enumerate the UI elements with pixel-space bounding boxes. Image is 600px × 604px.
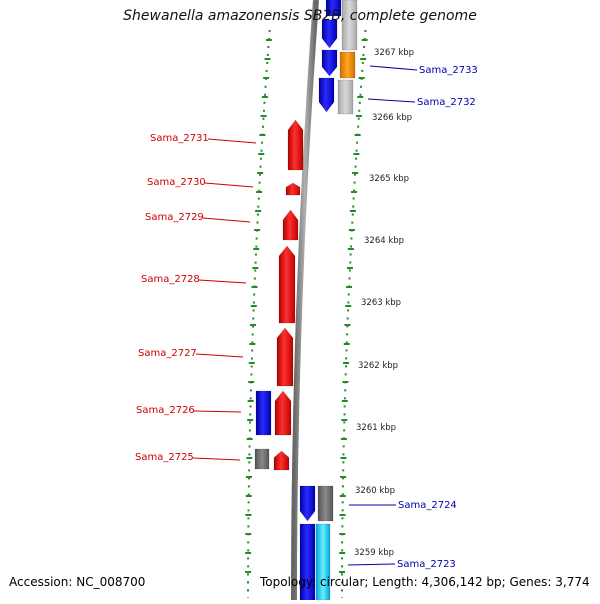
gene-label-right[interactable]: Sama_2723 <box>397 559 456 570</box>
scale-tick-label: 3261 kbp <box>356 423 396 433</box>
scale-tick-label: 3263 kbp <box>361 298 401 308</box>
label-leader-line <box>207 138 257 144</box>
gene-label-right[interactable]: Sama_2733 <box>419 65 478 76</box>
gene-sama-2728 <box>278 245 296 324</box>
gene-label-left[interactable]: Sama_2727 <box>138 348 197 359</box>
label-leader-line <box>369 65 418 71</box>
scale-tick-label: 3266 kbp <box>372 113 412 123</box>
gene-label-left[interactable]: Sama_2725 <box>135 452 194 463</box>
gene-label-left[interactable]: Sama_2726 <box>136 405 195 416</box>
accession-label: Accession: NC_008700 <box>9 575 146 589</box>
gene-sama-2731 <box>287 119 304 171</box>
gene-sama-2732 <box>337 79 354 115</box>
outer-ring <box>341 29 367 598</box>
gene-sama-2725-red <box>273 450 290 471</box>
label-layer: 3267 kbp 3266 kbp 3265 kbp 3264 kbp 3263 kbp… <box>135 48 478 570</box>
gene-sama-2730 <box>285 182 301 196</box>
label-leader-line <box>195 353 244 358</box>
gene-layer <box>254 0 358 601</box>
label-leader-line <box>202 217 251 223</box>
gene-top-light-1 <box>341 0 358 51</box>
gene-top-blue-4 <box>318 77 335 113</box>
genome-title: Shewanella amazonensis SB2B, complete ge… <box>123 8 477 24</box>
gene-bottom-gray <box>317 485 334 522</box>
gene-top-blue-2 <box>321 19 338 49</box>
scale-tick-label: 3260 kbp <box>355 486 395 496</box>
gene-sama-2726 <box>255 390 272 436</box>
label-leader-line <box>198 279 247 284</box>
gene-top-blue-3 <box>321 49 338 77</box>
gene-sama-2727 <box>276 327 294 387</box>
gene-top-blue-1 <box>325 0 342 17</box>
gene-label-left[interactable]: Sama_2731 <box>150 133 209 144</box>
gene-sama-2733 <box>339 51 356 79</box>
topology-label: Topology: circular; Length: 4,306,142 bp… <box>260 575 590 589</box>
scale-tick-label: 3267 kbp <box>374 48 414 58</box>
label-leader-line <box>192 457 241 461</box>
label-leader-line <box>204 182 254 188</box>
gene-sama-2729 <box>282 209 299 241</box>
gene-label-right[interactable]: Sama_2724 <box>398 500 457 511</box>
tick-layer <box>245 29 368 598</box>
label-leader-line <box>193 410 242 413</box>
scale-tick-label: 3264 kbp <box>364 236 404 246</box>
gene-label-right[interactable]: Sama_2732 <box>417 97 476 108</box>
gene-label-left[interactable]: Sama_2728 <box>141 274 200 285</box>
gene-sama-2725 <box>254 448 270 470</box>
backbone-layer <box>291 0 319 600</box>
inner-ring <box>247 29 271 598</box>
genome-backbone <box>291 0 319 600</box>
gene-sama-2724 <box>299 485 316 522</box>
gene-label-left[interactable]: Sama_2730 <box>147 177 206 188</box>
gene-label-left[interactable]: Sama_2729 <box>145 212 204 223</box>
label-leader-line <box>367 98 416 103</box>
gene-sama-2726-red <box>274 390 292 436</box>
scale-tick-label: 3265 kbp <box>369 174 409 184</box>
scale-tick-label: 3259 kbp <box>354 548 394 558</box>
label-leader-line <box>347 563 396 566</box>
scale-tick-label: 3262 kbp <box>358 361 398 371</box>
